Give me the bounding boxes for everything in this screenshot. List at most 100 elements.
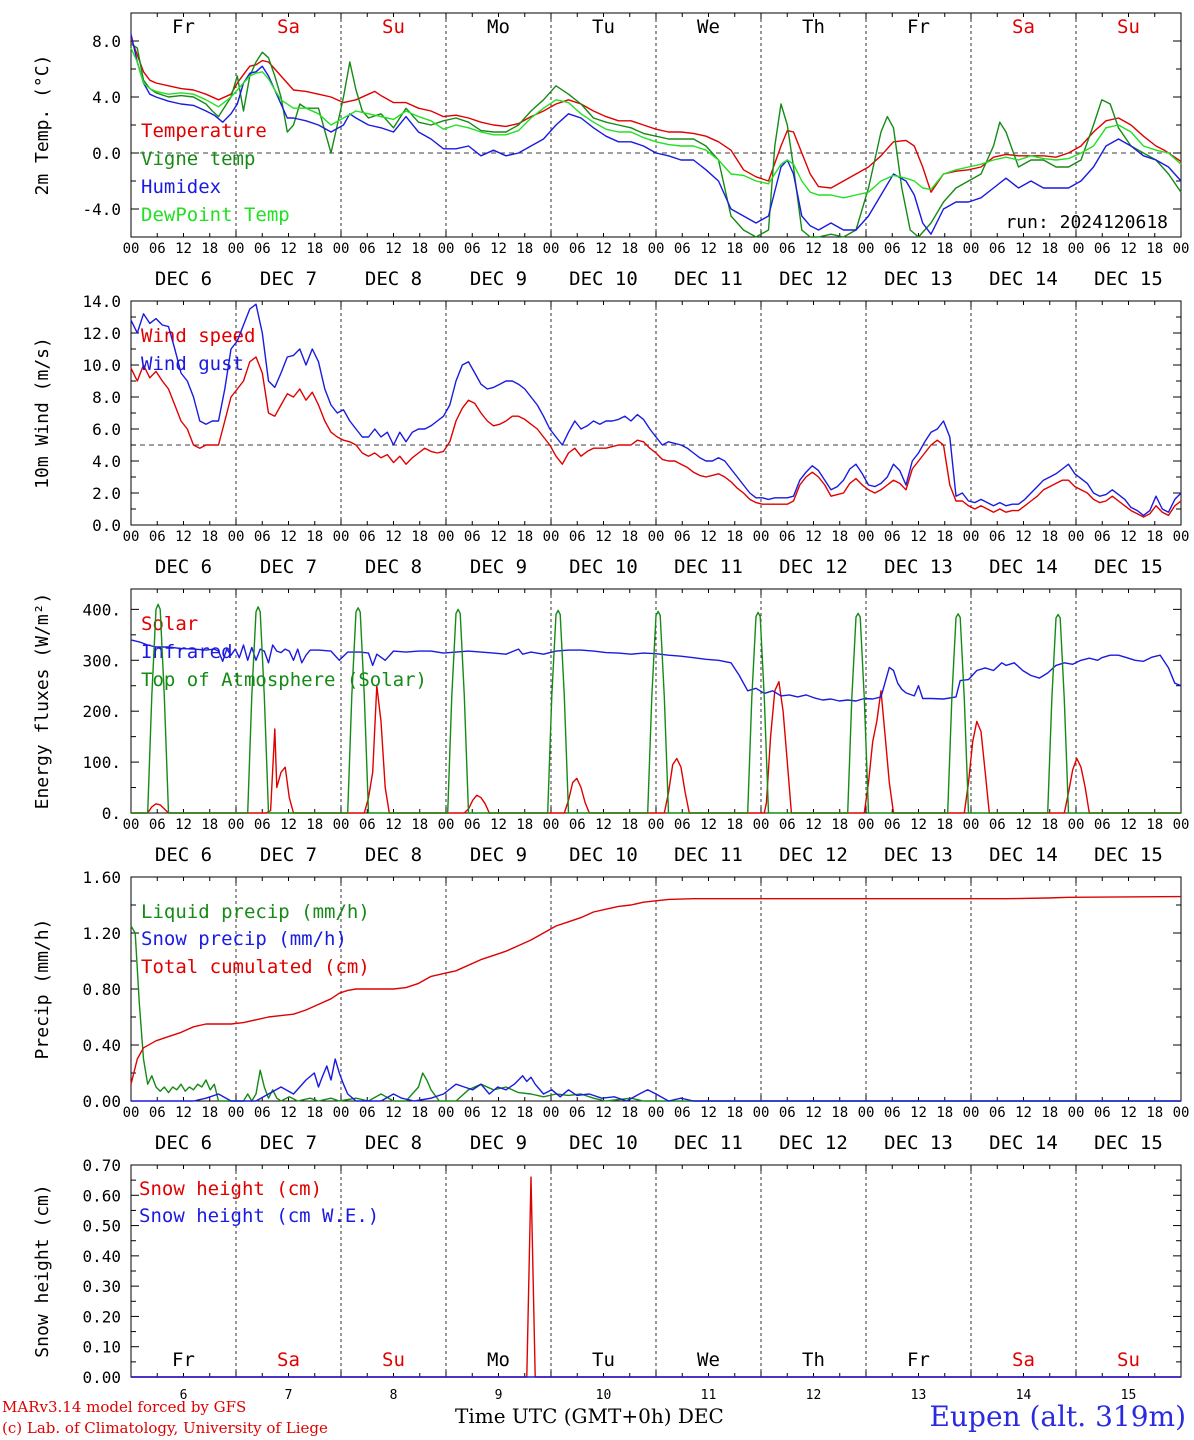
hour-label: 00 [753,817,770,833]
legend-entry: DewPoint Temp [141,204,290,226]
y-tick-label: 8.0 [92,388,121,407]
day-name: Fr [907,1349,930,1371]
day-name: Sa [1012,16,1035,38]
hour-label: 18 [411,241,428,257]
y-tick-label: 0.20 [82,1307,121,1326]
y-axis-label: Precip (mm/h) [32,919,53,1060]
series-line-4 [130,47,1182,199]
hour-label: 00 [333,817,350,833]
hour-label: 18 [411,1105,428,1121]
day-name: Su [1117,16,1140,38]
hour-label: 00 [123,1105,140,1121]
hour-label: 00 [1068,1105,1085,1121]
hour-label: 12 [595,817,612,833]
run-annotation: run: 2024120618 [1005,212,1168,233]
date-label: DEC 12 [779,1132,848,1154]
hour-label: 18 [936,529,953,545]
date-label: DEC 14 [989,844,1058,866]
day-number: 7 [285,1388,293,1403]
legend-entry: Humidex [141,176,221,198]
hour-label: 12 [700,1105,717,1121]
hour-label: 00 [543,529,560,545]
y-tick-label: 0.80 [82,980,121,999]
hour-label: 18 [726,241,743,257]
hour-label: 12 [175,1105,192,1121]
hour-label: 12 [910,1105,927,1121]
y-tick-label: 0.30 [82,1277,121,1296]
day-number: 13 [911,1388,927,1403]
date-label: DEC 11 [674,268,743,290]
hour-label: 00 [858,529,875,545]
hour-label: 18 [306,241,323,257]
day-number: 12 [806,1388,822,1403]
chart-panel-4: 0.00 0.40 0.80 1.20 1.60 Precip (mm/h) Liquid … [32,868,1189,1154]
date-label: DEC 6 [155,844,212,866]
day-name: Su [382,1349,405,1371]
date-label: DEC 7 [260,268,317,290]
hour-label: 12 [1015,529,1032,545]
hour-label: 00 [543,241,560,257]
hour-label: 18 [621,241,638,257]
hour-label: 18 [306,1105,323,1121]
hour-label: 06 [359,817,376,833]
hour-label: 18 [831,241,848,257]
hour-label: 12 [1120,241,1137,257]
hour-label: 18 [201,241,218,257]
hour-label: 06 [149,1105,166,1121]
hour-label: 00 [858,817,875,833]
date-label: DEC 7 [260,556,317,578]
hour-label: 06 [464,529,481,545]
date-label: DEC 11 [674,1132,743,1154]
date-label: DEC 12 [779,268,848,290]
y-tick-label: 400. [82,600,121,619]
date-label: DEC 14 [989,1132,1058,1154]
day-number: 11 [701,1388,717,1403]
hour-label: 18 [1041,817,1058,833]
hour-label: 18 [936,241,953,257]
hour-label: 18 [201,817,218,833]
hour-label: 18 [936,817,953,833]
hour-label: 00 [123,529,140,545]
series-line-3 [131,603,1181,814]
hour-label: 12 [700,817,717,833]
hour-label: 18 [516,529,533,545]
date-label: DEC 10 [569,1132,638,1154]
y-tick-label: -4.0 [82,200,121,219]
hour-label: 18 [516,817,533,833]
day-name: Fr [172,16,195,38]
date-label: DEC 15 [1094,844,1163,866]
legend-entry: Total cumulated (cm) [141,956,370,978]
legend-entry: Wind speed [141,325,255,347]
hour-label: 06 [989,241,1006,257]
date-label: DEC 11 [674,844,743,866]
y-tick-label: 10.0 [82,356,121,375]
hour-label: 06 [149,817,166,833]
hour-label: 12 [1015,817,1032,833]
y-tick-label: 0.00 [82,1368,121,1387]
hour-label: 00 [648,529,665,545]
hour-label: 06 [569,1105,586,1121]
hour-label: 12 [280,529,297,545]
hour-label: 00 [1173,241,1190,257]
y-tick-label: 6.0 [92,420,121,439]
y-tick-label: 14.0 [82,292,121,311]
legend-entry: Vigne temp [141,148,255,170]
series-line-2 [130,303,1182,517]
legend-entry: Top of Atmosphere (Solar) [141,669,427,691]
hour-label: 12 [490,817,507,833]
series-line-1 [130,356,1182,518]
hour-label: 18 [831,529,848,545]
hour-label: 00 [753,529,770,545]
day-number: 8 [390,1388,398,1403]
hour-label: 06 [884,241,901,257]
legend-entry: Snow precip (mm/h) [141,928,347,950]
hour-label: 06 [1094,1105,1111,1121]
legend-entry: Infrared [141,641,233,663]
hour-label: 06 [359,1105,376,1121]
day-name: Su [1117,1349,1140,1371]
date-label: DEC 13 [884,268,953,290]
hour-label: 00 [963,529,980,545]
y-tick-label: 0. [102,804,121,823]
hour-label: 06 [254,1105,271,1121]
legend-entry: Temperature [141,120,267,142]
